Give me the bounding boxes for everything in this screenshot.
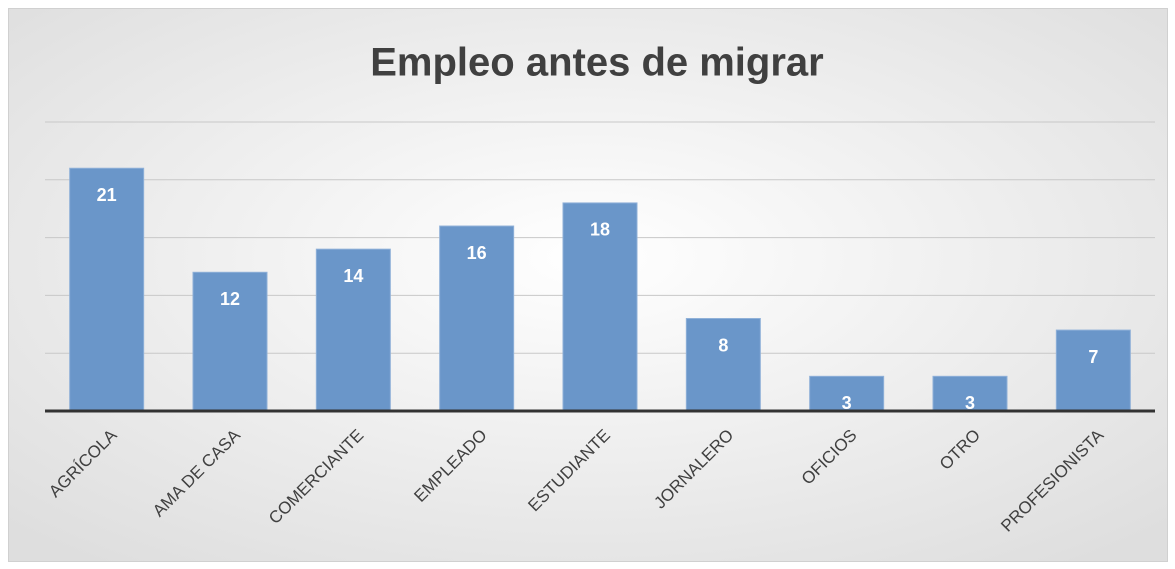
data-label: 18 xyxy=(590,220,610,240)
data-label: 16 xyxy=(467,243,487,263)
bar xyxy=(685,318,761,412)
bar xyxy=(809,375,885,412)
data-label: 14 xyxy=(343,266,363,286)
data-label: 7 xyxy=(1088,347,1098,367)
data-label: 12 xyxy=(220,289,240,309)
bar xyxy=(315,248,391,412)
bar xyxy=(562,202,638,412)
data-label: 8 xyxy=(718,335,728,355)
data-label: 3 xyxy=(965,393,975,413)
bar xyxy=(69,167,145,412)
data-label: 21 xyxy=(97,185,117,205)
bar xyxy=(1055,329,1131,412)
chart-title: Empleo antes de migrar xyxy=(370,41,823,85)
data-label: 3 xyxy=(842,393,852,413)
bar xyxy=(932,375,1008,412)
